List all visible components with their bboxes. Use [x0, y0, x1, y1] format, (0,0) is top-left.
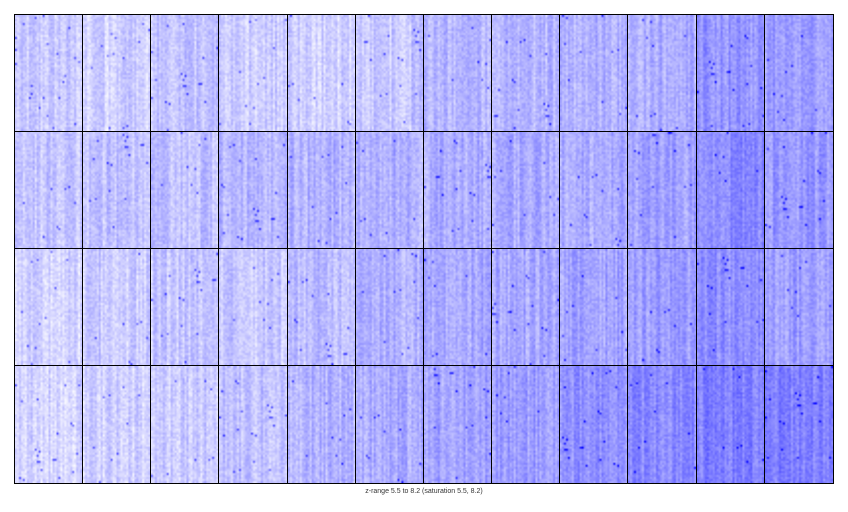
heatmap-panel-r3-c9: [560, 249, 629, 366]
heatmap-panel-r3-c12: [764, 249, 833, 366]
heatmap-panel-canvas: [355, 15, 423, 131]
heatmap-panel-r3-c8: [492, 249, 561, 366]
heatmap-panel-canvas: [355, 366, 423, 483]
heatmap-panel-canvas: [696, 366, 764, 483]
heatmap-panel-r2-c2: [83, 132, 152, 249]
heatmap-panel-r4-c10: [628, 366, 697, 483]
heatmap-panel-canvas: [83, 132, 151, 248]
heatmap-panel-canvas: [15, 366, 83, 483]
heatmap-panel-r1-c3: [151, 15, 220, 132]
heatmap-panel-canvas: [151, 132, 219, 248]
heatmap-panel-canvas: [83, 366, 151, 483]
heatmap-panel-r2-c10: [628, 132, 697, 249]
heatmap-panel-r3-c4: [219, 249, 288, 366]
heatmap-panel-canvas: [764, 15, 833, 131]
heatmap-panel-r1-c7: [423, 15, 493, 132]
heatmap-panel-r2-c5: [287, 132, 356, 249]
heatmap-panel-canvas: [628, 15, 696, 131]
heatmap-panel-r2-c3: [151, 132, 220, 249]
heatmap-panel-canvas: [628, 366, 696, 483]
heatmap-panel-r1-c1: [15, 15, 84, 132]
heatmap-panel-canvas: [764, 132, 833, 248]
heatmap-panel-canvas: [355, 132, 423, 248]
heatmap-panel-canvas: [423, 132, 492, 248]
heatmap-panel-r2-c12: [764, 132, 833, 249]
heatmap-panel-canvas: [355, 249, 423, 365]
heatmap-panel-canvas: [423, 15, 492, 131]
heatmap-panel-r1-c10: [628, 15, 697, 132]
heatmap-panel-canvas: [696, 249, 764, 365]
heatmap-panel-grid: [14, 14, 834, 484]
heatmap-panel-r2-c7: [423, 132, 493, 249]
heatmap-panel-r2-c4: [219, 132, 288, 249]
heatmap-panel-r4-c1: [15, 366, 84, 483]
heatmap-panel-r4-c7: [423, 366, 493, 483]
heatmap-panel-canvas: [15, 249, 83, 365]
heatmap-panel-canvas: [287, 15, 355, 131]
heatmap-panel-r2-c1: [15, 132, 84, 249]
heatmap-panel-canvas: [628, 249, 696, 365]
heatmap-panel-r1-c8: [492, 15, 561, 132]
heatmap-panel-canvas: [15, 132, 83, 248]
heatmap-panel-canvas: [560, 132, 628, 248]
heatmap-panel-canvas: [219, 15, 287, 131]
z-range-caption: z-range 5.5 to 8.2 (saturation 5.5, 8.2): [365, 488, 483, 495]
heatmap-panel-r4-c3: [151, 366, 220, 483]
heatmap-panel-canvas: [696, 15, 764, 131]
heatmap-panel-canvas: [287, 132, 355, 248]
heatmap-panel-canvas: [628, 132, 696, 248]
heatmap-panel-r4-c2: [83, 366, 152, 483]
heatmap-panel-r4-c12: [764, 366, 833, 483]
heatmap-panel-r1-c5: [287, 15, 356, 132]
heatmap-panel-canvas: [151, 366, 219, 483]
heatmap-panel-r4-c4: [219, 366, 288, 483]
heatmap-panel-r3-c7: [423, 249, 493, 366]
heatmap-panel-r1-c9: [560, 15, 629, 132]
heatmap-panel-r1-c6: [355, 15, 424, 132]
heatmap-panel-canvas: [560, 15, 628, 131]
heatmap-panel-r4-c6: [355, 366, 424, 483]
heatmap-panel-r4-c11: [696, 366, 765, 483]
heatmap-panel-canvas: [560, 366, 628, 483]
heatmap-panel-canvas: [219, 249, 287, 365]
heatmap-panel-r3-c3: [151, 249, 220, 366]
heatmap-panel-canvas: [560, 249, 628, 365]
heatmap-panel-r3-c6: [355, 249, 424, 366]
heatmap-panel-canvas: [492, 15, 560, 131]
heatmap-panel-canvas: [151, 15, 219, 131]
heatmap-panel-canvas: [219, 366, 287, 483]
heatmap-panel-r3-c2: [83, 249, 152, 366]
heatmap-panel-canvas: [492, 366, 560, 483]
heatmap-panel-r3-c1: [15, 249, 84, 366]
heatmap-panel-canvas: [287, 249, 355, 365]
heatmap-panel-canvas: [15, 15, 83, 131]
heatmap-panel-canvas: [696, 132, 764, 248]
heatmap-panel-r1-c11: [696, 15, 765, 132]
heatmap-panel-r1-c4: [219, 15, 288, 132]
heatmap-panel-canvas: [287, 366, 355, 483]
heatmap-panel-canvas: [492, 249, 560, 365]
heatmap-panel-r1-c12: [764, 15, 833, 132]
heatmap-panel-r2-c6: [355, 132, 424, 249]
heatmap-panel-canvas: [423, 366, 492, 483]
heatmap-panel-r4-c9: [560, 366, 629, 483]
heatmap-panel-r2-c8: [492, 132, 561, 249]
heatmap-panel-r2-c11: [696, 132, 765, 249]
heatmap-panel-canvas: [423, 249, 492, 365]
heatmap-panel-r3-c11: [696, 249, 765, 366]
heatmap-panel-r3-c10: [628, 249, 697, 366]
heatmap-panel-canvas: [492, 132, 560, 248]
heatmap-panel-canvas: [151, 249, 219, 365]
heatmap-panel-canvas: [764, 249, 833, 365]
heatmap-panel-r2-c9: [560, 132, 629, 249]
heatmap-panel-canvas: [83, 249, 151, 365]
heatmap-panel-canvas: [219, 132, 287, 248]
heatmap-panel-r4-c8: [492, 366, 561, 483]
heatmap-panel-r3-c5: [287, 249, 356, 366]
heatmap-panel-canvas: [764, 366, 833, 483]
heatmap-panel-canvas: [83, 15, 151, 131]
heatmap-panel-r1-c2: [83, 15, 152, 132]
heatmap-panel-r4-c5: [287, 366, 356, 483]
